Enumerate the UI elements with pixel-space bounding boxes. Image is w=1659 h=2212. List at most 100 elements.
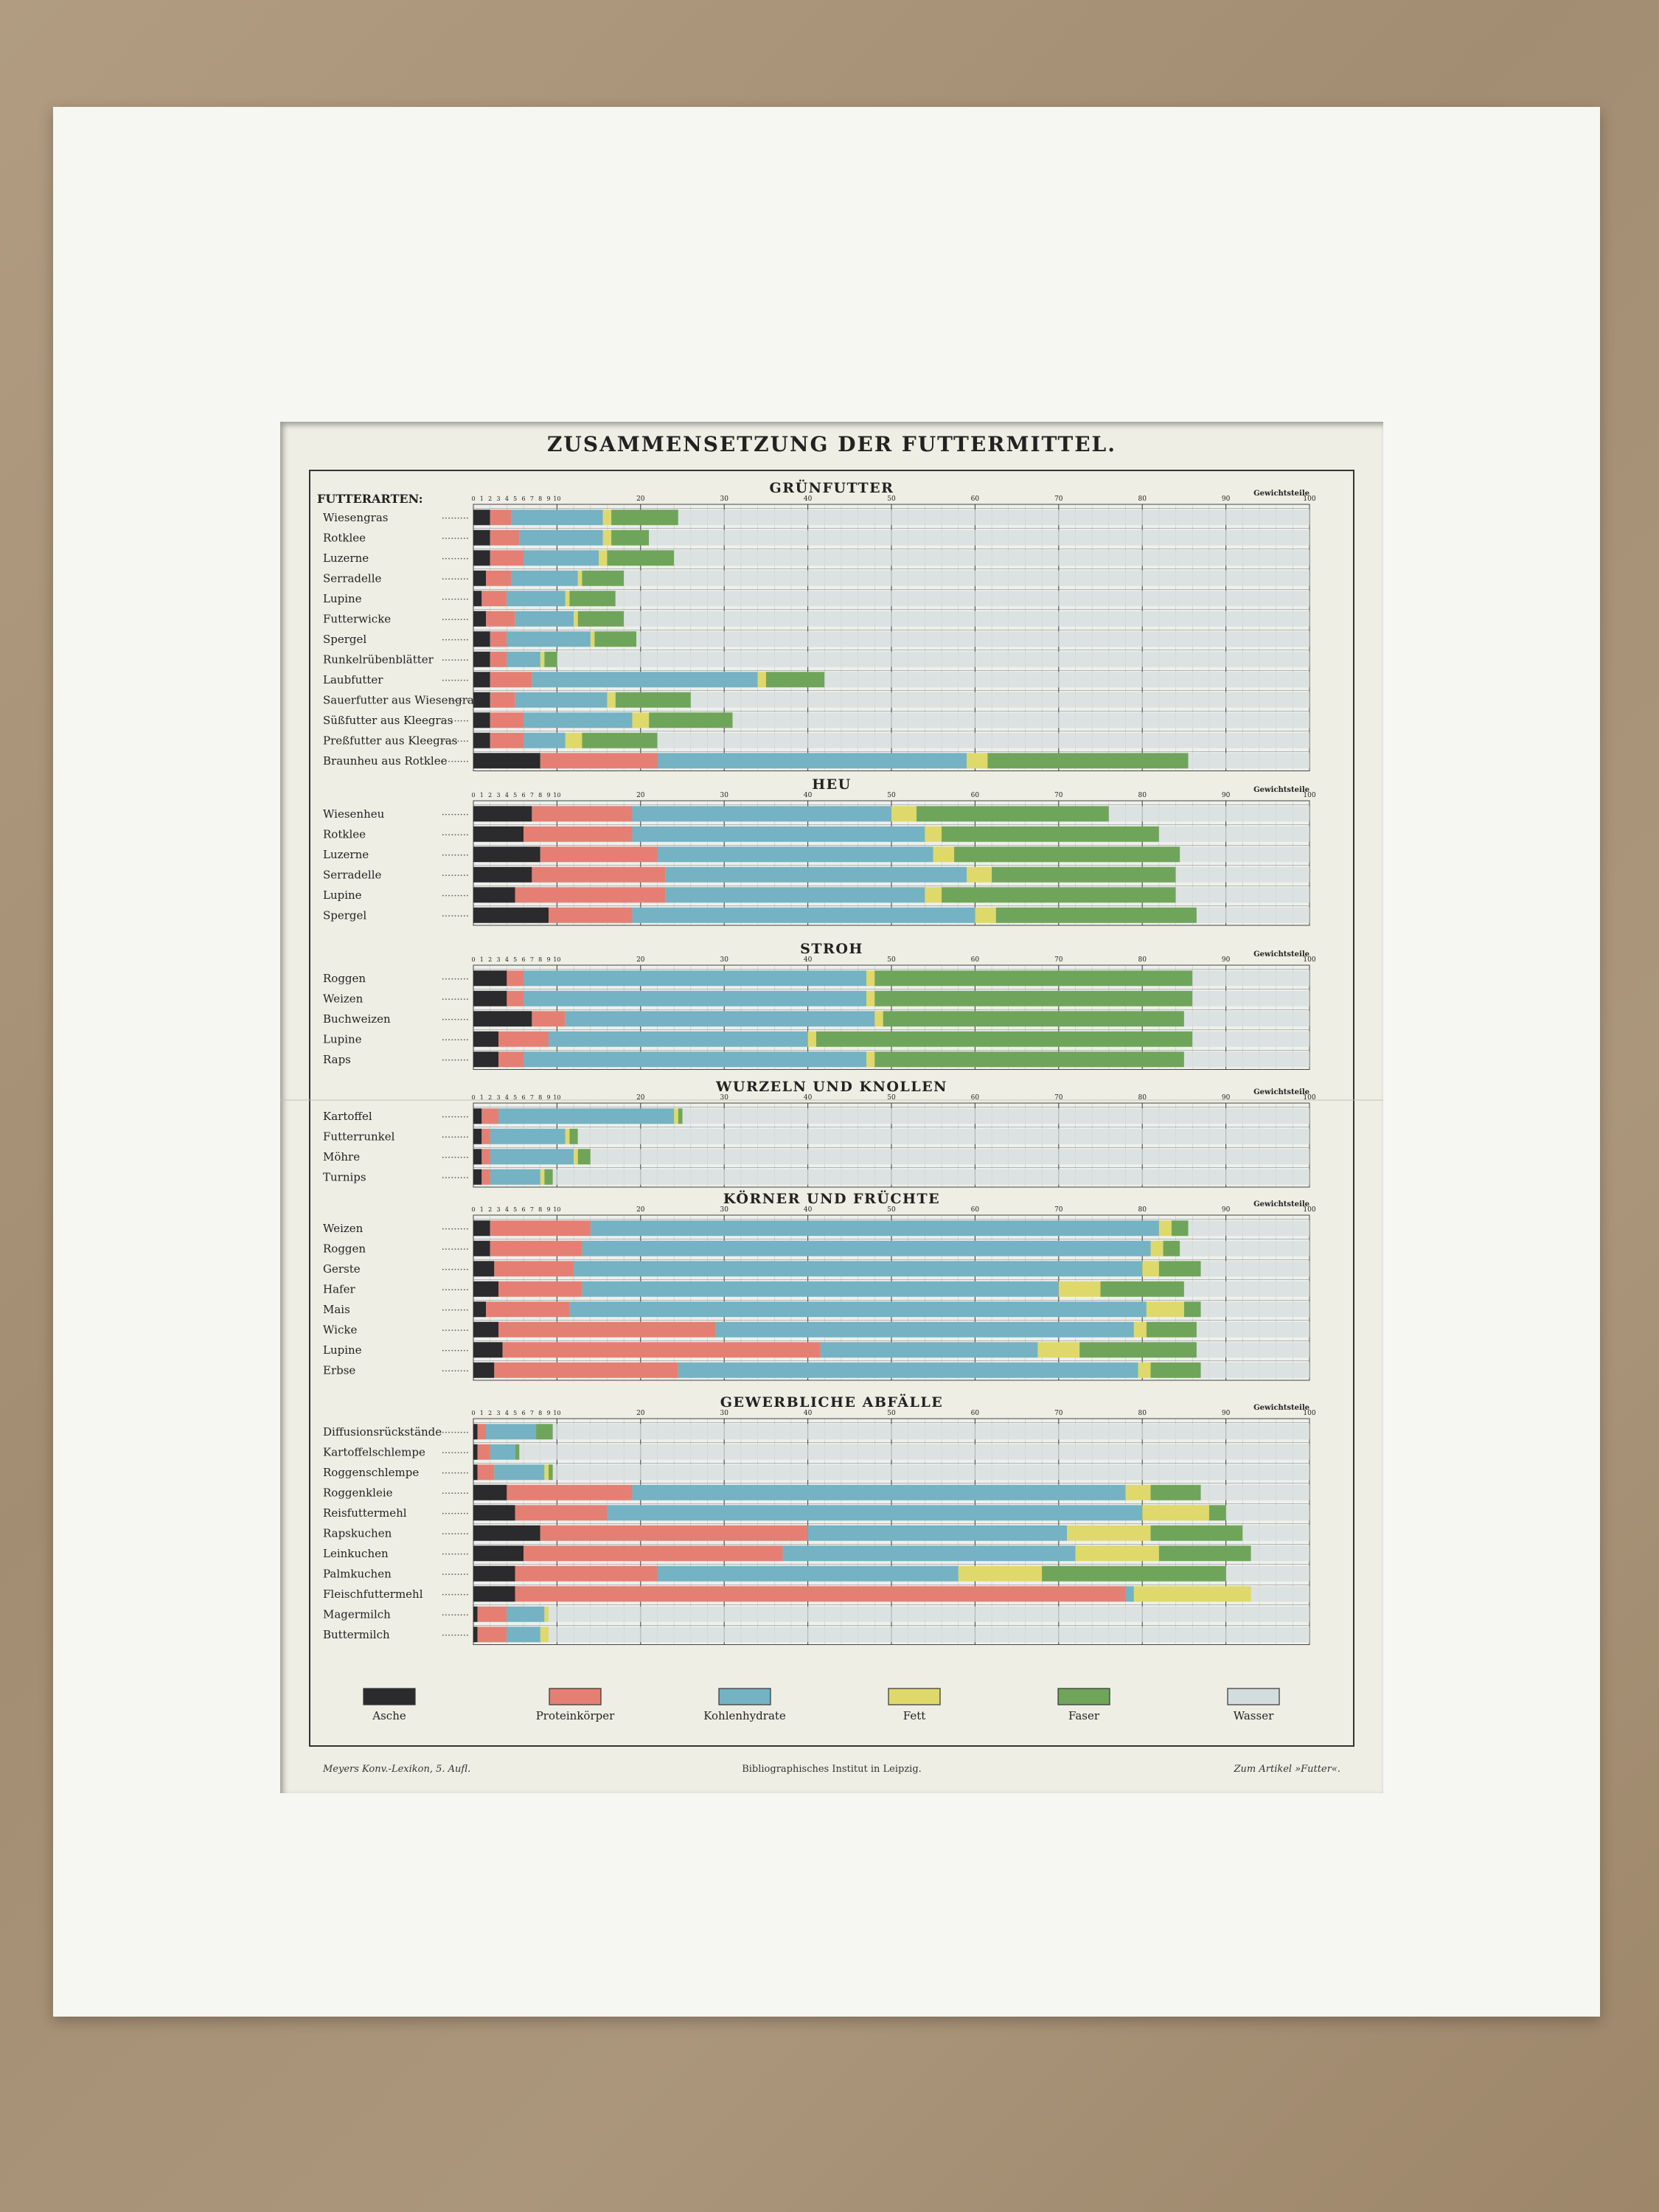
bar-segment-abfaelle-faser bbox=[549, 1464, 553, 1481]
bar-segment-abfaelle-faser bbox=[1150, 1484, 1201, 1500]
leader-dots: ········· bbox=[442, 635, 469, 646]
bar-segment-abfaelle-asche bbox=[473, 1606, 478, 1622]
leader-dots: ········· bbox=[442, 1549, 469, 1560]
tick-label-koerner-60: 60 bbox=[971, 1206, 980, 1214]
bar-segment-heu-faser bbox=[992, 866, 1176, 883]
bar-segment-gruenfutter-proteinkörper bbox=[540, 753, 658, 769]
bar-segment-koerner-faser bbox=[1171, 1220, 1189, 1237]
leader-dots: ········· bbox=[442, 911, 469, 922]
tick-label-heu-8: 8 bbox=[538, 792, 542, 799]
legend-label-wasser: Wasser bbox=[1234, 1709, 1274, 1722]
tick-label-stroh-100: 100 bbox=[1303, 956, 1315, 964]
leader-dots: ········· bbox=[442, 655, 469, 666]
bar-segment-koerner-kohlenhydrate bbox=[678, 1362, 1138, 1378]
bar-segment-koerner-faser bbox=[1146, 1321, 1197, 1338]
tick-label-koerner-0: 0 bbox=[471, 1206, 475, 1213]
leader-dots: ········· bbox=[442, 1055, 469, 1066]
tick-label-koerner-40: 40 bbox=[804, 1206, 813, 1214]
bar-segment-heu-kohlenhydrate bbox=[665, 887, 925, 903]
chart-frame bbox=[309, 470, 1354, 1747]
bar-segment-heu-asche bbox=[473, 846, 540, 863]
bar-segment-stroh-kohlenhydrate bbox=[524, 1051, 866, 1068]
row-label-stroh: Roggen bbox=[323, 972, 366, 985]
bar-segment-gruenfutter-faser bbox=[582, 570, 625, 586]
leader-dots: ········· bbox=[442, 736, 469, 747]
bar-segment-heu-asche bbox=[473, 806, 532, 822]
bar-segment-gruenfutter-kohlenhydrate bbox=[524, 712, 633, 728]
bar-segment-stroh-proteinkörper bbox=[532, 1011, 566, 1027]
tick-label-abfaelle-30: 30 bbox=[720, 1410, 728, 1417]
bar-segment-gruenfutter-asche bbox=[473, 631, 490, 647]
tick-label-heu-5: 5 bbox=[513, 792, 517, 799]
bar-segment-abfaelle-kohlenhydrate bbox=[507, 1606, 545, 1622]
bar-segment-stroh-fett bbox=[874, 1011, 883, 1027]
bar-segment-abfaelle-faser bbox=[1208, 1505, 1226, 1521]
bar-segment-gruenfutter-wasser bbox=[824, 672, 1310, 688]
tick-label-koerner-8: 8 bbox=[538, 1206, 542, 1213]
unit-label-gruenfutter: Gewichtsteile bbox=[1253, 490, 1310, 498]
footer-publisher: Bibliographisches Institut in Leipzig. bbox=[742, 1764, 922, 1775]
bar-segment-gruenfutter-fett bbox=[602, 509, 612, 526]
bar-segment-wurzeln-faser bbox=[577, 1149, 591, 1165]
row-label-koerner: Roggen bbox=[323, 1242, 366, 1255]
bar-segment-wurzeln-asche bbox=[473, 1149, 482, 1165]
bar-segment-koerner-asche bbox=[473, 1220, 490, 1237]
bar-segment-gruenfutter-asche bbox=[473, 753, 540, 769]
tick-label-stroh-5: 5 bbox=[513, 956, 517, 963]
tick-label-stroh-1: 1 bbox=[480, 956, 484, 963]
bar-segment-abfaelle-wasser bbox=[519, 1444, 1310, 1460]
bar-segment-koerner-asche bbox=[473, 1321, 499, 1338]
bar-segment-koerner-kohlenhydrate bbox=[582, 1240, 1151, 1256]
tick-label-wurzeln-70: 70 bbox=[1054, 1094, 1063, 1102]
bar-segment-gruenfutter-proteinkörper bbox=[490, 509, 512, 526]
bar-segment-abfaelle-fett bbox=[544, 1464, 549, 1481]
tick-label-stroh-6: 6 bbox=[521, 956, 525, 963]
leader-dots: ········· bbox=[442, 1569, 469, 1580]
tick-label-koerner-70: 70 bbox=[1054, 1206, 1063, 1214]
footer-article-ref: Zum Artikel »Futter«. bbox=[1234, 1764, 1341, 1775]
bar-segment-abfaelle-kohlenhydrate bbox=[507, 1627, 540, 1643]
tick-label-heu-70: 70 bbox=[1054, 792, 1063, 799]
bar-segment-wurzeln-asche bbox=[473, 1169, 482, 1185]
tick-label-heu-4: 4 bbox=[505, 792, 509, 799]
bar-segment-stroh-faser bbox=[883, 1011, 1184, 1027]
bar-segment-koerner-faser bbox=[1100, 1281, 1184, 1297]
legend-swatch-proteinkörper bbox=[549, 1688, 602, 1705]
tick-label-stroh-9: 9 bbox=[547, 956, 551, 963]
leader-dots: ········· bbox=[442, 1325, 469, 1336]
bar-segment-abfaelle-proteinkörper bbox=[524, 1545, 783, 1562]
bar-segment-abfaelle-wasser bbox=[1242, 1525, 1310, 1541]
bar-segment-gruenfutter-wasser bbox=[636, 631, 1310, 647]
bar-segment-abfaelle-asche bbox=[473, 1565, 515, 1582]
leader-dots: ········· bbox=[442, 1630, 469, 1641]
bar-segment-abfaelle-fett bbox=[544, 1606, 549, 1622]
bar-segment-gruenfutter-proteinkörper bbox=[490, 732, 524, 748]
bar-segment-heu-faser bbox=[954, 846, 1180, 863]
bar-segment-gruenfutter-wasser bbox=[690, 692, 1310, 708]
bar-segment-abfaelle-proteinkörper bbox=[477, 1627, 507, 1643]
tick-label-gruenfutter-0: 0 bbox=[471, 495, 475, 502]
row-header: FUTTERARTEN: bbox=[317, 492, 423, 506]
row-label-gruenfutter: Preßfutter aus Kleegras bbox=[323, 734, 457, 747]
tick-label-heu-3: 3 bbox=[496, 792, 500, 799]
bar-segment-heu-kohlenhydrate bbox=[665, 866, 967, 883]
bar-segment-abfaelle-fett bbox=[1125, 1484, 1151, 1500]
tick-label-heu-6: 6 bbox=[521, 792, 525, 799]
bar-segment-abfaelle-fett bbox=[540, 1627, 549, 1643]
bar-segment-stroh-proteinkörper bbox=[507, 970, 524, 987]
tick-label-abfaelle-60: 60 bbox=[971, 1410, 980, 1417]
tick-label-abfaelle-4: 4 bbox=[505, 1410, 509, 1416]
row-label-gruenfutter: Runkelrübenblätter bbox=[323, 653, 434, 666]
bar-segment-abfaelle-proteinkörper bbox=[515, 1565, 658, 1582]
bar-segment-gruenfutter-wasser bbox=[732, 712, 1310, 728]
bar-segment-gruenfutter-proteinkörper bbox=[490, 651, 507, 667]
bar-segment-abfaelle-asche bbox=[473, 1424, 478, 1440]
row-label-koerner: Wicke bbox=[323, 1323, 357, 1336]
bar-segment-abfaelle-kohlenhydrate bbox=[657, 1565, 959, 1582]
bar-segment-abfaelle-wasser bbox=[1200, 1484, 1310, 1500]
legend-swatch-kohlenhydrate bbox=[718, 1688, 771, 1705]
leader-dots: ········· bbox=[442, 1265, 469, 1276]
bar-segment-abfaelle-asche bbox=[473, 1444, 478, 1460]
bar-segment-wurzeln-kohlenhydrate bbox=[498, 1108, 675, 1124]
bar-segment-gruenfutter-kohlenhydrate bbox=[524, 732, 566, 748]
